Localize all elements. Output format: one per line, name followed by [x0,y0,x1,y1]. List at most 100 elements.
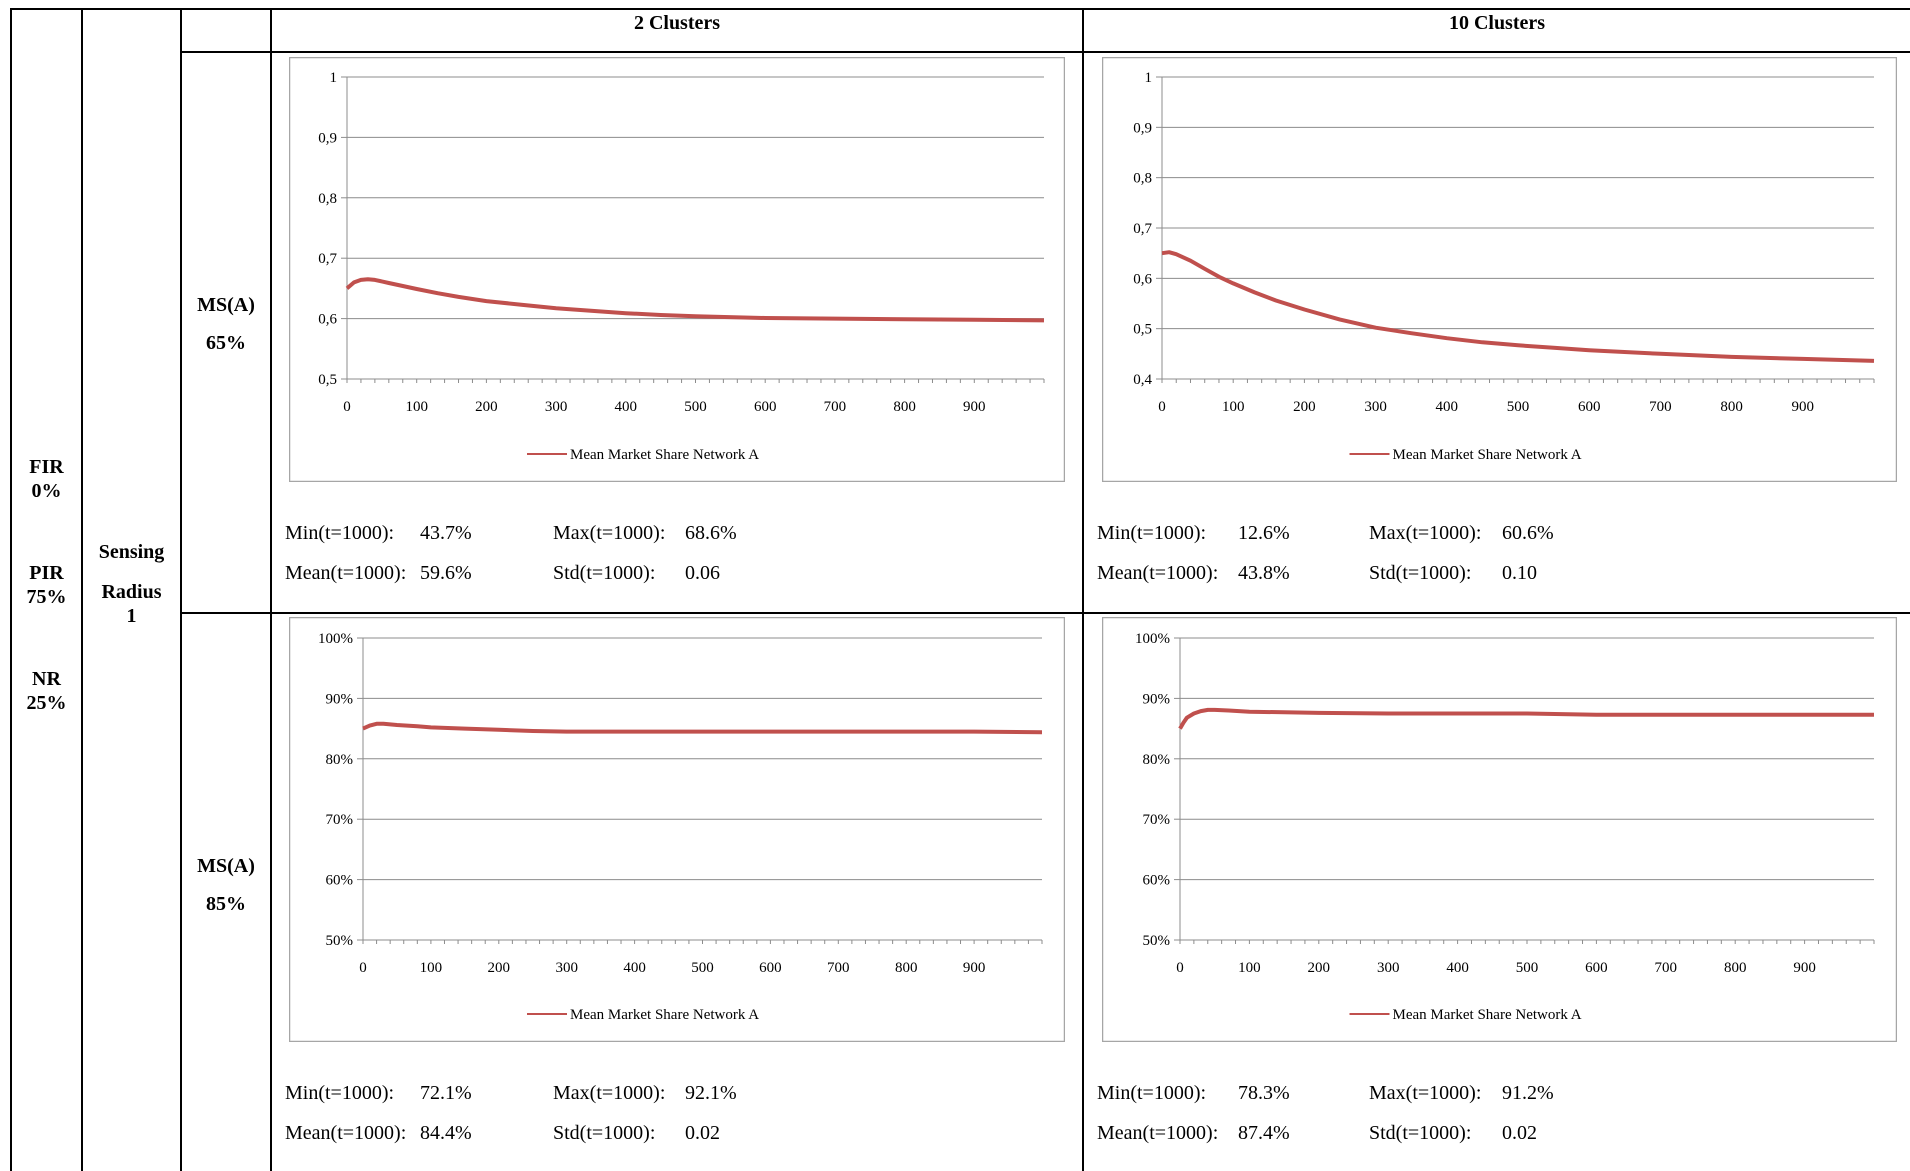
max-label: Max(t=1000): [1369,522,1482,544]
min-value: 78.3% [1238,1082,1290,1104]
x-tick-label: 300 [1377,960,1400,976]
nr-value: 25% [26,692,67,714]
chart-frame [1102,617,1897,1042]
mean-label: Mean(t=1000): [285,562,407,584]
legend-label: Mean Market Share Network A [1393,447,1582,463]
sensing-text: Sensing [98,541,165,563]
min-value: 72.1% [420,1082,472,1104]
ms-label: MS(A) [197,294,255,316]
x-tick-label: 600 [1585,960,1608,976]
y-tick-label: 1 [330,70,338,86]
mean-label: Mean(t=1000): [1097,562,1219,584]
x-tick-label: 400 [1446,960,1469,976]
min-value: 12.6% [1238,522,1290,544]
y-tick-label: 0,5 [318,372,337,388]
y-tick-label: 100% [1135,631,1170,647]
x-tick-label: 700 [824,399,847,415]
std-value: 0.10 [1502,562,1537,584]
sensing-radius-label: Sensing Radius 1 [83,540,180,628]
x-tick-label: 900 [1792,399,1815,415]
chart-10-clusters-ms85: 50% 60% 70% 80% 90% 100% 0 100 200 300 400 500 600 70… [1102,617,1897,1042]
y-tick-label: 0,7 [1133,221,1152,237]
chart-2-clusters-ms85: 50% 60% 70% 80% 90% 100% 0 100 200 300 400 500 600 70… [289,617,1065,1042]
header-10-clusters: 10 Clusters [1448,12,1546,34]
x-tick-label: 100 [1222,399,1245,415]
y-tick-label: 100% [318,631,353,647]
x-tick-label: 200 [475,399,498,415]
std-value: 0.06 [685,562,720,584]
y-tick-label: 0,5 [1133,322,1152,338]
min-label: Min(t=1000): [285,522,395,544]
x-tick-label: 800 [893,399,916,415]
x-tick-label: 200 [488,960,511,976]
x-tick-label: 900 [1793,960,1816,976]
min-label: Min(t=1000): [1097,522,1207,544]
std-label: Std(t=1000): [1369,1122,1472,1144]
radius-value: 1 [126,605,137,627]
std-value: 0.02 [1502,1122,1537,1144]
chart-frame [289,617,1065,1042]
x-tick-label: 400 [623,960,646,976]
pir-label: PIR 75% [12,561,81,609]
max-value: 92.1% [685,1082,737,1104]
series-line [362,721,1043,735]
chart-frame [289,57,1065,482]
y-tick-label: 0,6 [1133,271,1152,287]
x-tick-label: 600 [1578,399,1601,415]
std-label: Std(t=1000): [553,562,656,584]
y-tick-label: 90% [326,691,354,707]
max-label: Max(t=1000): [1369,1082,1482,1104]
pir-value: 75% [26,586,67,608]
y-tick-label: 50% [326,933,354,949]
row-label-65: MS(A) 65% [182,293,270,355]
y-tick-label: 50% [1143,933,1171,949]
y-tick-label: 0,6 [318,312,337,328]
max-value: 60.6% [1502,522,1554,544]
x-tick-label: 200 [1308,960,1331,976]
y-tick-label: 80% [326,752,354,768]
ms-value: 85% [206,893,246,915]
series-line [1161,250,1875,363]
x-tick-label: 100 [1238,960,1261,976]
column-divider-1 [81,8,83,1171]
x-tick-label: 500 [1516,960,1539,976]
y-tick-label: 60% [326,873,354,889]
chart-frame [1102,57,1897,482]
ms-label: MS(A) [197,855,255,877]
x-tick-label: 600 [759,960,782,976]
header-2-clusters: 2 Clusters [633,12,721,34]
nr-label: NR 25% [12,667,81,715]
series-line [1178,707,1874,730]
x-tick-label: 200 [1293,399,1316,415]
std-label: Std(t=1000): [553,1122,656,1144]
x-tick-label: 300 [1364,399,1387,415]
x-tick-label: 500 [1507,399,1530,415]
x-tick-label: 0 [1158,399,1166,415]
x-tick-label: 800 [1720,399,1743,415]
ms-value: 65% [206,332,246,354]
max-value: 91.2% [1502,1082,1554,1104]
min-label: Min(t=1000): [285,1082,395,1104]
y-tick-label: 60% [1143,873,1171,889]
x-tick-label: 800 [1724,960,1747,976]
mean-value: 87.4% [1238,1122,1290,1144]
mean-label: Mean(t=1000): [285,1122,407,1144]
legend-label: Mean Market Share Network A [1393,1007,1582,1023]
mean-value: 84.4% [420,1122,472,1144]
radius-text: Radius [101,581,162,603]
table-left-border [10,8,12,1171]
x-tick-label: 400 [615,399,638,415]
x-tick-label: 100 [420,960,443,976]
fir-value: 0% [31,480,62,502]
y-tick-label: 0,7 [318,251,337,267]
y-tick-label: 70% [326,812,354,828]
y-tick-label: 1 [1145,70,1153,86]
y-tick-label: 0,9 [318,130,337,146]
pir-text: PIR [29,562,64,584]
fir-label: FIR 0% [12,455,81,503]
column-divider-3 [270,8,272,1171]
mean-value: 59.6% [420,562,472,584]
max-value: 68.6% [685,522,737,544]
y-tick-label: 0,8 [1133,171,1152,187]
y-tick-label: 90% [1143,691,1171,707]
